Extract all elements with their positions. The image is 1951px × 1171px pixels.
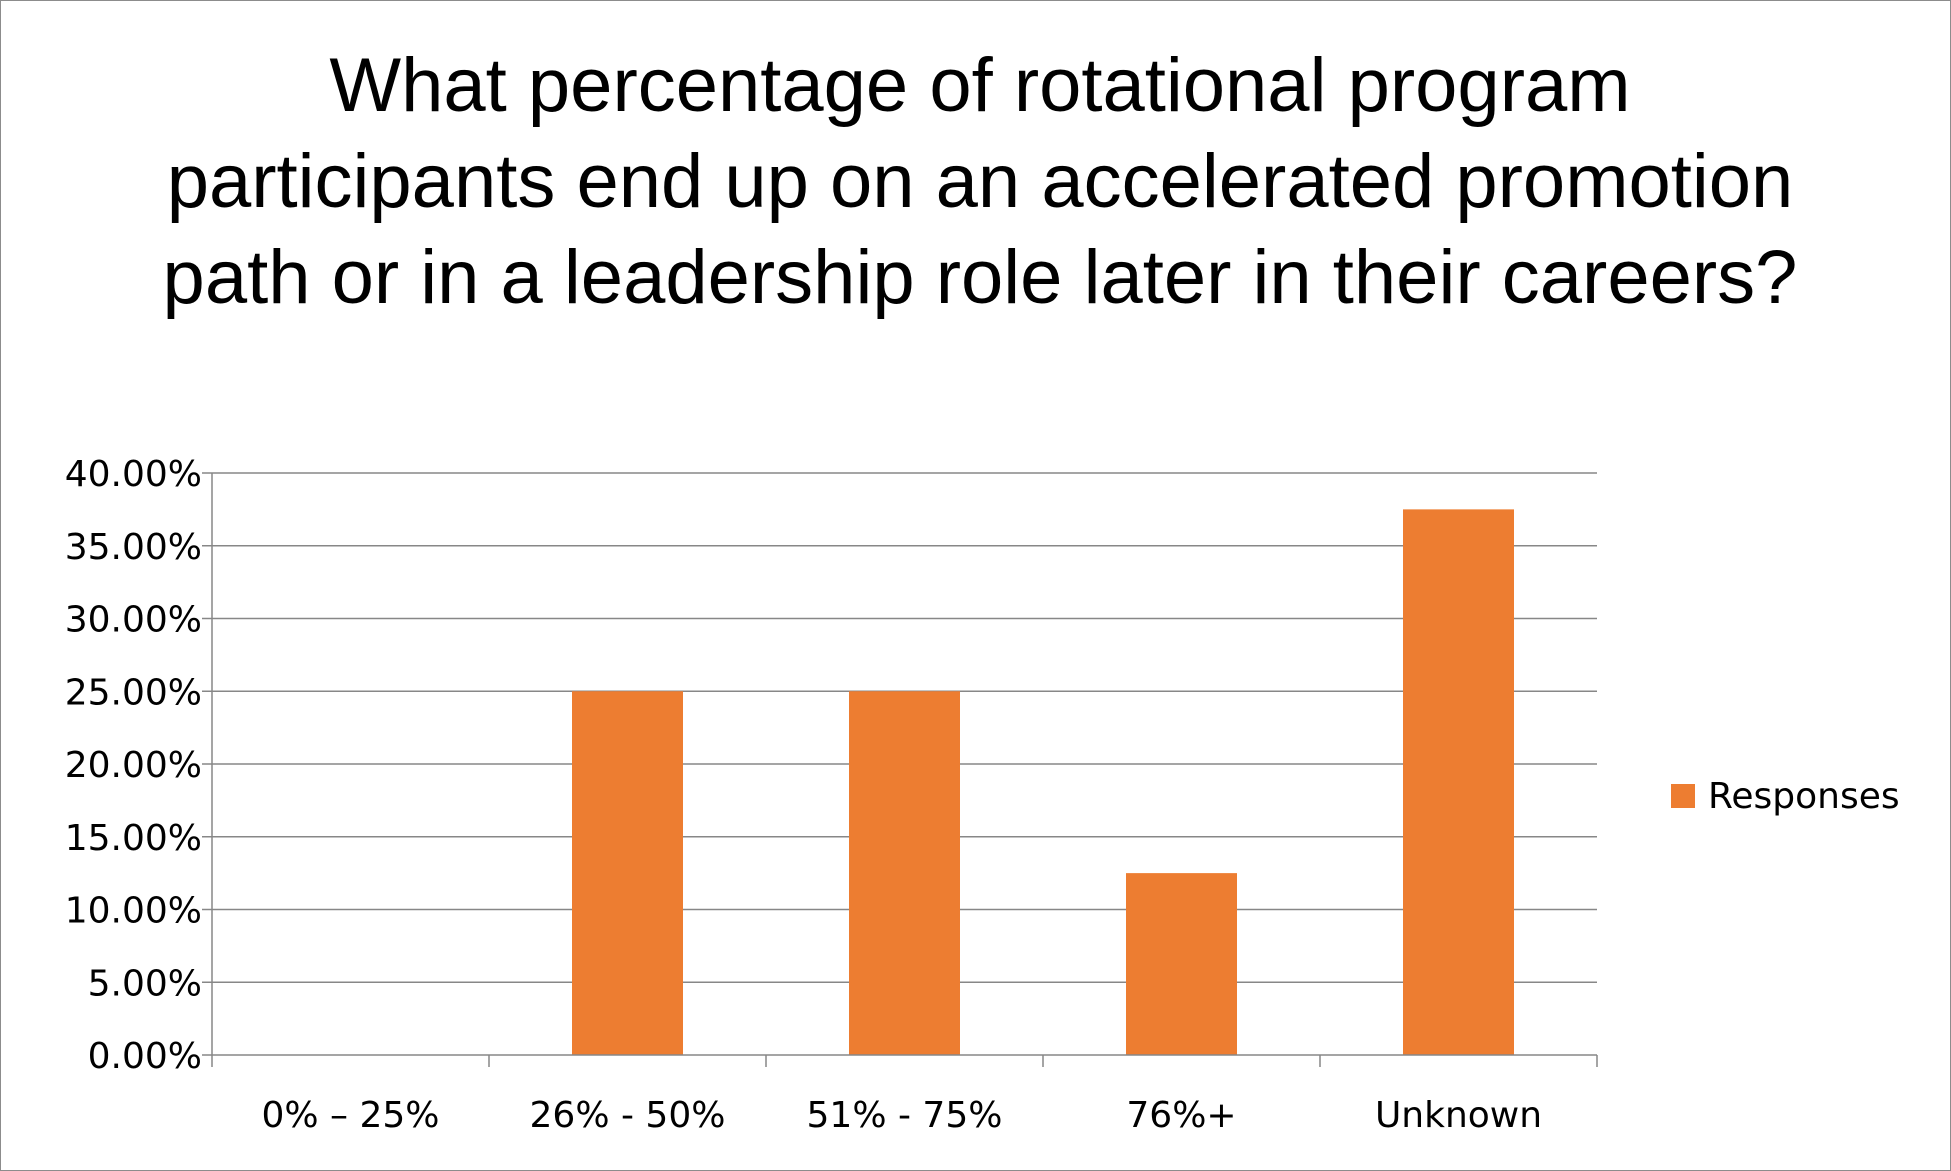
x-tick-labels: 0% – 25% 26% - 50% 51% - 75% 76%+ Unknown xyxy=(261,1095,1542,1136)
axes xyxy=(202,472,1598,1067)
y-tick-label: 15.00% xyxy=(65,818,202,859)
legend: Responses xyxy=(1671,776,1900,817)
y-tick-label: 40.00% xyxy=(65,454,202,495)
y-tick-label: 10.00% xyxy=(65,891,202,932)
y-tick-labels: 0.00% 5.00% 10.00% 15.00% 20.00% 25.00% 30.00%… xyxy=(65,454,202,1077)
y-tick-label: 35.00% xyxy=(65,527,202,568)
x-tick-label: Unknown xyxy=(1375,1095,1542,1136)
x-tick-label: 76%+ xyxy=(1126,1095,1236,1136)
y-tick-label: 0.00% xyxy=(88,1036,202,1077)
x-tick-label: 0% – 25% xyxy=(261,1095,439,1136)
x-tick-label: 51% - 75% xyxy=(807,1095,1003,1136)
legend-label: Responses xyxy=(1708,776,1900,817)
bars xyxy=(572,509,1514,1055)
y-tick-label: 20.00% xyxy=(65,745,202,786)
y-tick-label: 30.00% xyxy=(65,600,202,641)
x-tick-label: 26% - 50% xyxy=(530,1095,726,1136)
bar xyxy=(1126,873,1237,1055)
chart-title: What percentage of rotational program pa… xyxy=(162,43,1798,320)
legend-swatch xyxy=(1671,784,1695,808)
bar xyxy=(849,691,960,1055)
bar xyxy=(572,691,683,1055)
y-tick-label: 5.00% xyxy=(88,963,202,1004)
y-tick-label: 25.00% xyxy=(65,672,202,713)
bar xyxy=(1403,509,1514,1055)
